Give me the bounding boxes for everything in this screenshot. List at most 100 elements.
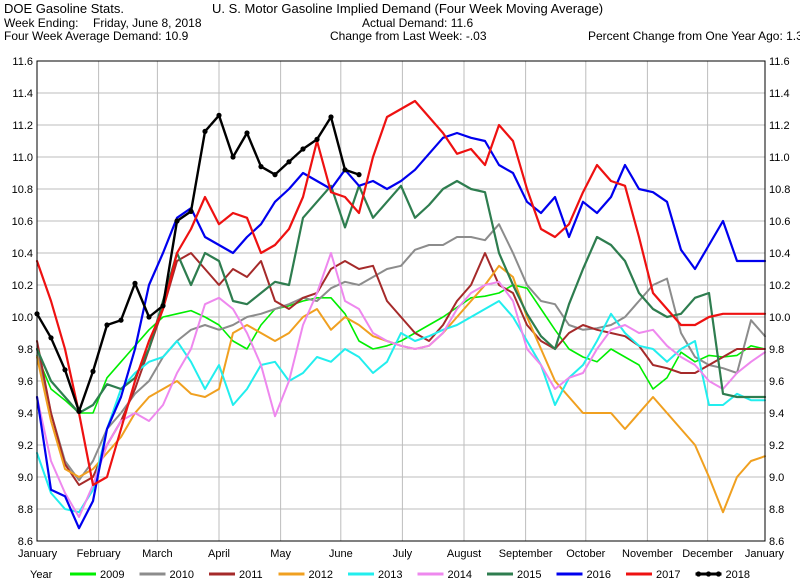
data-point-2018 <box>132 280 138 286</box>
y-tick-label-right: 9.4 <box>769 408 784 420</box>
y-ticks-right: 11.6 11.4 11.2 11.0 10.8 10.6 10.4 10.2 10.0 9.8 9… <box>769 56 790 548</box>
series-line-2014 <box>36 252 766 518</box>
legend-marker <box>715 571 722 577</box>
legend-label-2013: 2013 <box>378 569 402 581</box>
data-point-2018 <box>160 303 166 309</box>
y-tick-label-right: 8.8 <box>769 504 784 516</box>
series-layer <box>34 99 767 530</box>
series-line-2013 <box>36 300 766 514</box>
x-ticks: January February March April May June July Augu… <box>18 548 784 560</box>
y-tick-label-right: 11.0 <box>769 152 790 164</box>
y-tick-label-left: 10.8 <box>12 184 33 196</box>
x-tick-label: January <box>18 548 58 560</box>
y-tick-label-left: 10.6 <box>12 216 33 228</box>
y-tick-label-right: 11.4 <box>769 88 790 100</box>
chart-title: U. S. Motor Gasoline Implied Demand (Fou… <box>212 1 604 16</box>
data-point-2018 <box>230 154 236 160</box>
legend-label-2018: 2018 <box>726 569 750 581</box>
legend-label-2014: 2014 <box>448 569 472 581</box>
y-tick-label-left: 9.8 <box>18 344 33 356</box>
app-title: DOE Gasoline Stats. <box>4 1 124 16</box>
change-last-week: Change from Last Week: -.03 <box>330 29 487 43</box>
data-point-2018 <box>300 146 306 152</box>
data-point-2018 <box>104 322 110 328</box>
week-ending-value: Friday, June 8, 2018 <box>93 16 202 30</box>
y-tick-label-left: 11.4 <box>12 88 33 100</box>
actual-demand: Actual Demand: 11.6 <box>362 16 474 30</box>
y-tick-label-left: 11.6 <box>12 56 33 68</box>
legend-label-2011: 2011 <box>239 569 263 581</box>
y-ticks-left: 11.6 11.4 11.2 11.0 10.8 10.6 10.4 10.2 10.0 9.8 9… <box>12 56 33 548</box>
legend-label-2017: 2017 <box>656 569 680 581</box>
data-point-2018 <box>356 172 362 178</box>
y-tick-label-right: 10.0 <box>769 312 790 324</box>
y-tick-label-right: 9.0 <box>769 472 784 484</box>
data-point-2018 <box>188 208 194 214</box>
x-tick-label: November <box>622 548 673 560</box>
week-ending-label: Week Ending: <box>4 16 79 30</box>
data-point-2018 <box>90 368 96 374</box>
y-tick-label-right: 11.6 <box>769 56 790 68</box>
x-tick-label: March <box>142 548 173 560</box>
data-point-2018 <box>244 130 250 136</box>
data-point-2018 <box>48 335 54 341</box>
y-tick-label-left: 11.0 <box>12 152 33 164</box>
y-tick-label-right: 9.6 <box>769 376 784 388</box>
data-point-2018 <box>286 159 292 165</box>
data-point-2018 <box>328 114 334 120</box>
y-tick-label-left: 9.6 <box>18 376 33 388</box>
x-tick-label: January <box>745 548 785 560</box>
series-line-2011 <box>36 252 766 486</box>
y-tick-label-right: 11.2 <box>769 120 790 132</box>
x-tick-label: September <box>499 548 553 560</box>
series-line-2016 <box>35 131 767 530</box>
x-tick-label: October <box>566 548 605 560</box>
y-tick-label-left: 10.4 <box>12 248 33 260</box>
y-tick-label-left: 9.0 <box>18 472 33 484</box>
y-tick-label-right: 10.8 <box>769 184 790 196</box>
data-point-2018 <box>62 367 68 373</box>
legend-label-2015: 2015 <box>517 569 541 581</box>
data-point-2018 <box>174 218 180 224</box>
y-tick-label-right: 10.2 <box>769 280 790 292</box>
x-tick-label: August <box>447 548 481 560</box>
data-point-2018 <box>216 112 222 118</box>
y-tick-label-left: 10.0 <box>12 312 33 324</box>
series-line-2010 <box>36 223 766 482</box>
y-tick-label-left: 9.2 <box>18 440 33 452</box>
data-point-2018 <box>314 136 320 142</box>
x-tick-label: February <box>77 548 122 560</box>
percent-change: Percent Change from One Year Ago: 1.3% <box>588 29 800 43</box>
series-line-2017 <box>35 99 767 487</box>
x-tick-label: April <box>208 548 230 560</box>
data-point-2018 <box>202 128 208 134</box>
y-tick-label-right: 9.8 <box>769 344 784 356</box>
y-tick-label-right: 10.6 <box>769 216 790 228</box>
x-tick-label: May <box>270 548 291 560</box>
y-tick-label-right: 8.6 <box>769 536 784 548</box>
data-point-2018 <box>342 167 348 173</box>
legend-label-2016: 2016 <box>587 569 611 581</box>
legend-marker <box>705 571 712 577</box>
legend-title: Year <box>30 569 53 581</box>
y-tick-label-left: 8.6 <box>18 536 33 548</box>
y-tick-label-left: 8.8 <box>18 504 33 516</box>
legend-label-2009: 2009 <box>100 569 124 581</box>
data-point-2018 <box>272 172 278 178</box>
data-point-2018 <box>76 408 82 414</box>
y-tick-label-right: 9.2 <box>769 440 784 452</box>
x-tick-label: July <box>393 548 413 560</box>
legend-label-2012: 2012 <box>309 569 333 581</box>
x-tick-label: December <box>682 548 733 560</box>
x-tick-label: June <box>329 548 353 560</box>
data-point-2018 <box>118 317 124 323</box>
legend-label-2010: 2010 <box>170 569 194 581</box>
y-tick-label-left: 11.2 <box>12 120 33 132</box>
series-line-2018 <box>35 114 361 413</box>
four-week-average: Four Week Average Demand: 10.9 <box>4 29 189 43</box>
legend: Year 2009 2010 2011 2012 2013 2014 2015 2016 2017… <box>30 569 750 581</box>
y-tick-label-right: 10.4 <box>769 248 790 260</box>
plot-frame <box>36 60 766 542</box>
data-point-2018 <box>258 164 264 170</box>
